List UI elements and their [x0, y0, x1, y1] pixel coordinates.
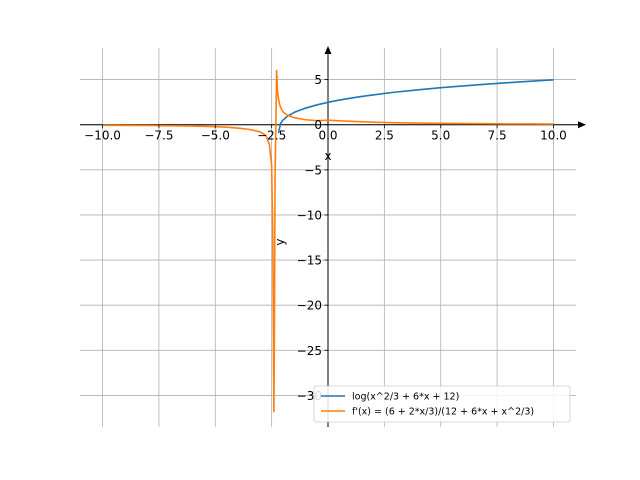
y-tick-label: −15	[297, 254, 322, 268]
legend-label-1: log(x^2/3 + 6*x + 12)	[352, 392, 459, 403]
tick-labels: −10.0 −7.5 −5.0 −2.5 0.0 2.5 5.0 7.5 10.0 5 0 −5 −10…	[84, 73, 567, 403]
y-tick-label: −25	[297, 344, 322, 358]
y-tick-label: −20	[297, 299, 322, 313]
series-line-1	[277, 79, 554, 134]
x-tick-label: −7.5	[144, 129, 173, 143]
y-tick-label: 5	[314, 73, 322, 87]
x-tick-label: 2.5	[375, 129, 394, 143]
legend-label-2: f'(x) = (6 + 2*x/3)/(12 + 6*x + x^2/3)	[352, 407, 534, 418]
legend: log(x^2/3 + 6*x + 12) f'(x) = (6 + 2*x/3)…	[313, 385, 571, 423]
y-axis-label: y	[273, 238, 287, 245]
series-line-2	[102, 69, 554, 413]
x-axis-label: x	[324, 149, 331, 163]
x-tick-label: 0.0	[318, 129, 337, 143]
x-tick-label: −2.5	[257, 129, 286, 143]
y-tick-label: −5	[304, 163, 322, 177]
x-tick-label: −5.0	[201, 129, 230, 143]
y-tick-label: −10	[297, 208, 322, 222]
x-tick-label: 10.0	[540, 129, 567, 143]
x-axis-arrow	[578, 121, 586, 129]
y-axis-arrow	[324, 46, 332, 54]
legend-box	[313, 385, 571, 423]
x-tick-label: 5.0	[431, 129, 450, 143]
series-group	[102, 69, 554, 413]
y-tick-label: 0	[314, 118, 322, 132]
x-tick-label: −10.0	[84, 129, 121, 143]
axes	[80, 46, 586, 427]
x-tick-label: 7.5	[488, 129, 507, 143]
